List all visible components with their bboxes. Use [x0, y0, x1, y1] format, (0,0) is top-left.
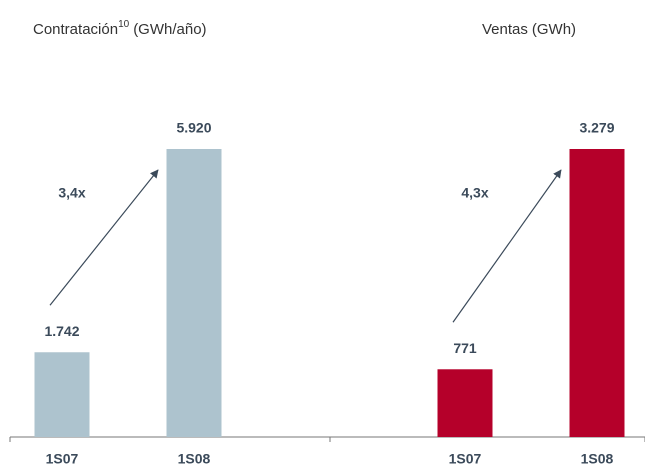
- x-tick-label: 1S07: [46, 451, 79, 466]
- value-label: 5.920: [176, 120, 211, 136]
- growth-arrow: [49, 169, 159, 306]
- growth-annotation: 3,4x: [58, 185, 85, 201]
- bar: [34, 352, 90, 437]
- bar: [569, 149, 625, 437]
- bar: [437, 369, 493, 437]
- value-label: 771: [453, 340, 477, 356]
- title-text: Ventas: [482, 21, 528, 38]
- x-tick-label: 1S08: [178, 451, 211, 466]
- bar: [166, 149, 222, 437]
- growth-arrow: [452, 169, 562, 323]
- title-text: Contratación: [33, 21, 118, 38]
- title-superscript: 10: [118, 19, 130, 30]
- value-label: 1.742: [44, 323, 79, 339]
- x-tick-label: 1S08: [581, 451, 614, 466]
- value-label: 3.279: [579, 120, 614, 136]
- x-tick-label: 1S07: [449, 451, 482, 466]
- chart-title: Contratación10 (GWh/año): [33, 19, 207, 38]
- growth-annotation: 4,3x: [461, 185, 488, 201]
- title-unit: (GWh/año): [133, 21, 206, 38]
- chart-title: Ventas (GWh): [482, 21, 576, 38]
- title-unit: (GWh): [532, 21, 576, 38]
